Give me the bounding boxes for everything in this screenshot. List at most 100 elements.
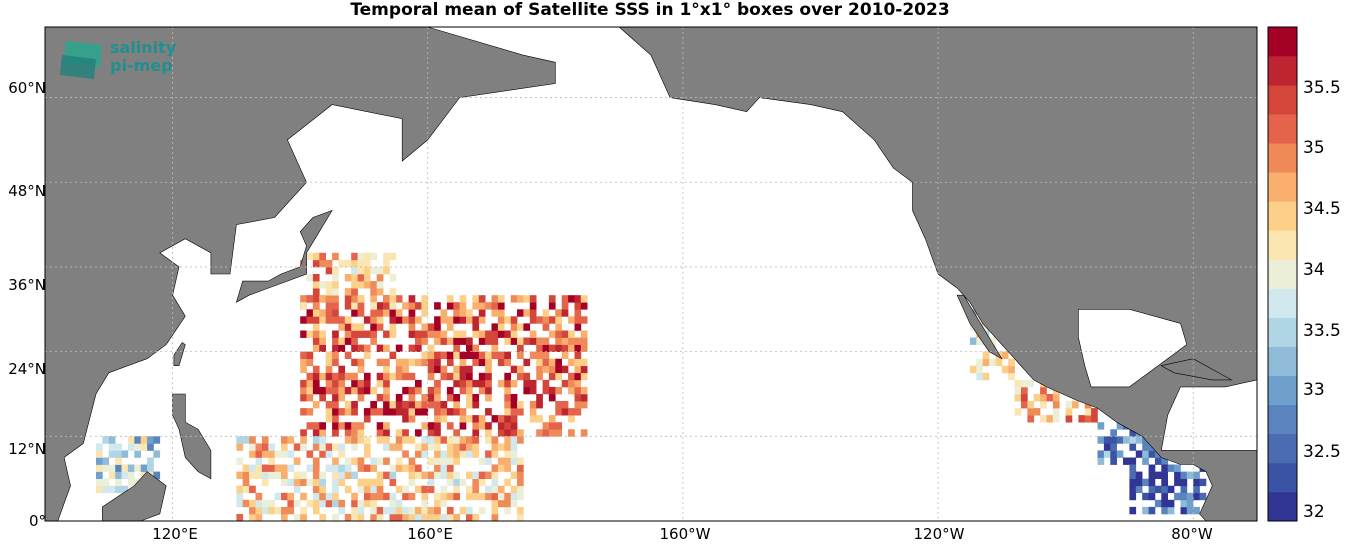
sss-cell <box>115 457 122 465</box>
sss-cell <box>363 316 371 324</box>
sss-cell <box>536 358 543 367</box>
sss-cell <box>555 408 562 416</box>
sss-cell <box>504 379 511 388</box>
sss-cell <box>976 337 983 345</box>
sss-cell <box>491 309 499 317</box>
sss-cell <box>300 478 307 487</box>
sss-cell <box>319 309 326 317</box>
sss-cell <box>568 344 575 352</box>
sss-cells <box>96 252 1207 522</box>
sss-cell <box>440 457 448 465</box>
sss-cell <box>236 492 244 501</box>
sss-cell <box>466 337 473 345</box>
sss-cell <box>548 386 556 395</box>
sss-cell <box>555 344 562 352</box>
sss-cell <box>363 443 371 451</box>
sss-cell <box>389 295 397 303</box>
sss-cell <box>363 372 371 381</box>
colorbar-swatch <box>1268 201 1297 231</box>
sss-cell <box>293 485 301 494</box>
sss-cell <box>300 394 307 402</box>
sss-cell <box>370 330 377 338</box>
sss-cell <box>485 365 492 374</box>
sss-cell <box>472 344 480 352</box>
sss-cell <box>568 408 575 416</box>
colorbar-swatch <box>1268 143 1297 173</box>
sss-cell <box>389 274 397 282</box>
sss-cell <box>1186 471 1194 479</box>
sss-cell <box>1167 485 1175 494</box>
sss-cell <box>376 288 384 296</box>
sss-cell <box>395 429 403 437</box>
sss-cell <box>351 492 358 501</box>
sss-cell <box>459 379 467 388</box>
sss-cell <box>504 443 511 451</box>
sss-cell <box>127 443 135 451</box>
sss-cell <box>434 302 441 310</box>
sss-cell <box>389 372 397 381</box>
sss-cell <box>415 464 422 472</box>
sss-cell <box>1046 394 1054 402</box>
sss-cell <box>523 386 531 395</box>
sss-cell <box>466 394 473 402</box>
sss-cell <box>548 422 556 430</box>
sss-cell <box>312 436 320 444</box>
sss-cell <box>472 513 480 522</box>
sss-cell <box>344 274 352 282</box>
sss-cell <box>459 337 467 345</box>
sss-cell <box>1161 464 1168 472</box>
sss-cell <box>434 408 441 416</box>
sss-cell <box>357 274 365 282</box>
sss-cell <box>1110 450 1117 458</box>
lat-label-48: 48°N <box>8 182 46 200</box>
sss-cell <box>108 464 116 472</box>
sss-cell <box>357 464 365 472</box>
sss-cell <box>523 337 531 345</box>
sss-cell <box>485 351 492 359</box>
sss-cell <box>383 422 390 430</box>
sss-cell <box>115 485 122 494</box>
sss-cell <box>427 351 435 359</box>
sss-cell <box>568 429 575 437</box>
sss-cell <box>478 492 486 501</box>
sss-cell <box>446 492 454 501</box>
sss-cell <box>453 330 460 338</box>
colorbar-swatch <box>1268 27 1297 57</box>
sss-cell <box>1180 478 1188 487</box>
sss-cell <box>517 351 524 359</box>
sss-cell <box>96 478 103 487</box>
lon-label-160e: 160°E <box>407 525 453 543</box>
sss-cell <box>261 471 269 479</box>
sss-cell <box>357 485 365 494</box>
sss-cell <box>395 506 403 515</box>
sss-cell <box>1167 506 1175 515</box>
sss-cell <box>1123 457 1130 465</box>
colorbar-swatch <box>1268 375 1297 406</box>
sss-cell <box>293 457 301 465</box>
sss-cell <box>1040 394 1047 402</box>
sss-cell <box>427 372 435 381</box>
sss-cell <box>504 499 511 508</box>
sss-cell <box>510 379 518 388</box>
sss-cell <box>383 436 390 444</box>
sss-cell <box>402 464 409 472</box>
sss-cell <box>504 358 511 367</box>
sss-cell <box>140 464 148 472</box>
sss-cell <box>1129 429 1137 437</box>
sss-cell <box>1180 506 1188 515</box>
sss-cell <box>1027 415 1035 423</box>
sss-cell <box>427 478 435 487</box>
sss-cell <box>536 394 543 402</box>
sss-cell <box>1193 506 1200 515</box>
sss-cell <box>491 323 499 331</box>
sss-cell <box>268 506 275 515</box>
sss-cell <box>446 295 454 303</box>
sss-cell <box>504 372 511 381</box>
sss-cell <box>497 323 505 331</box>
sss-cell <box>357 422 365 430</box>
sss-cell <box>536 365 543 374</box>
colorbar-swatch <box>1268 433 1297 464</box>
sss-cell <box>332 302 339 310</box>
sss-cell <box>338 394 346 402</box>
sss-cell <box>357 302 365 310</box>
